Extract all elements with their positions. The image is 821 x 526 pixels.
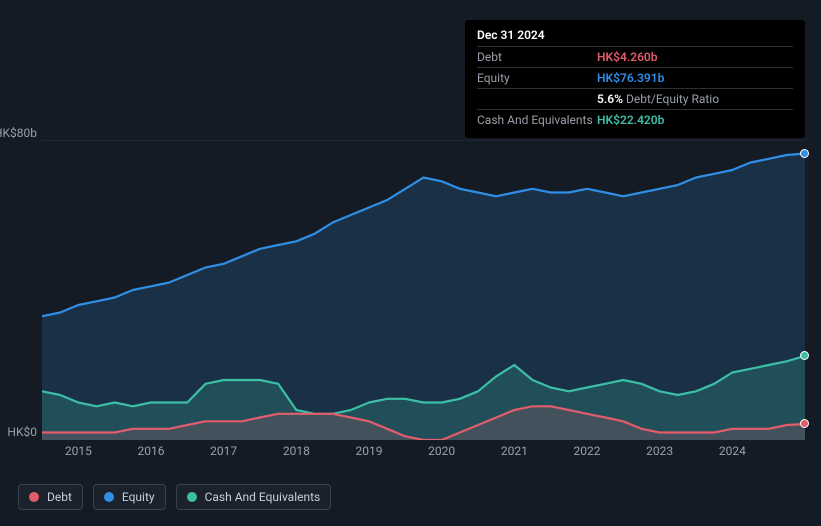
tooltip-row-value: 5.6% Debt/Equity Ratio — [597, 92, 719, 106]
legend-item-cash-and-equivalents[interactable]: Cash And Equivalents — [176, 484, 332, 510]
chart-tooltip: Dec 31 2024 DebtHK$4.260bEquityHK$76.391… — [465, 20, 805, 138]
tooltip-row: DebtHK$4.260b — [477, 46, 793, 67]
chart-area — [42, 140, 805, 440]
tooltip-row: Cash And EquivalentsHK$22.420b — [477, 109, 793, 130]
series-end-dot-equity — [800, 149, 809, 158]
chart-legend: Debt Equity Cash And Equivalents — [18, 484, 331, 510]
tooltip-row-value: HK$76.391b — [597, 71, 664, 85]
tooltip-row-value: HK$22.420b — [597, 113, 664, 127]
x-axis-tick-label: 2021 — [501, 444, 528, 458]
legend-item-label: Equity — [122, 490, 155, 504]
tooltip-row: EquityHK$76.391b — [477, 67, 793, 88]
legend-dot-icon — [104, 492, 114, 502]
tooltip-date: Dec 31 2024 — [477, 28, 793, 46]
tooltip-row-label: Cash And Equivalents — [477, 113, 597, 127]
tooltip-row-label: Debt — [477, 50, 597, 64]
x-axis-tick-label: 2018 — [283, 444, 310, 458]
x-axis-tick-label: 2022 — [574, 444, 601, 458]
series-end-dot-cash — [800, 351, 809, 360]
legend-dot-icon — [29, 492, 39, 502]
legend-item-label: Cash And Equivalents — [205, 490, 321, 504]
x-axis-tick-label: 2024 — [719, 444, 746, 458]
legend-dot-icon — [187, 492, 197, 502]
legend-item-equity[interactable]: Equity — [93, 484, 166, 510]
y-axis-label-top: HK$80b — [0, 126, 37, 140]
legend-item-label: Debt — [47, 490, 72, 504]
x-axis-tick-label: 2023 — [646, 444, 673, 458]
series-end-dot-debt — [800, 419, 809, 428]
y-axis-label-bottom: HK$0 — [0, 425, 37, 439]
x-axis-tick-label: 2016 — [138, 444, 165, 458]
tooltip-row-label — [477, 92, 597, 106]
tooltip-row-label: Equity — [477, 71, 597, 85]
x-axis-tick-label: 2020 — [428, 444, 455, 458]
tooltip-row: 5.6% Debt/Equity Ratio — [477, 88, 793, 109]
x-axis-tick-label: 2019 — [356, 444, 383, 458]
x-axis-tick-label: 2015 — [65, 444, 92, 458]
tooltip-row-value: HK$4.260b — [597, 50, 658, 64]
legend-item-debt[interactable]: Debt — [18, 484, 83, 510]
x-axis-tick-label: 2017 — [210, 444, 237, 458]
chart-svg — [42, 140, 805, 440]
